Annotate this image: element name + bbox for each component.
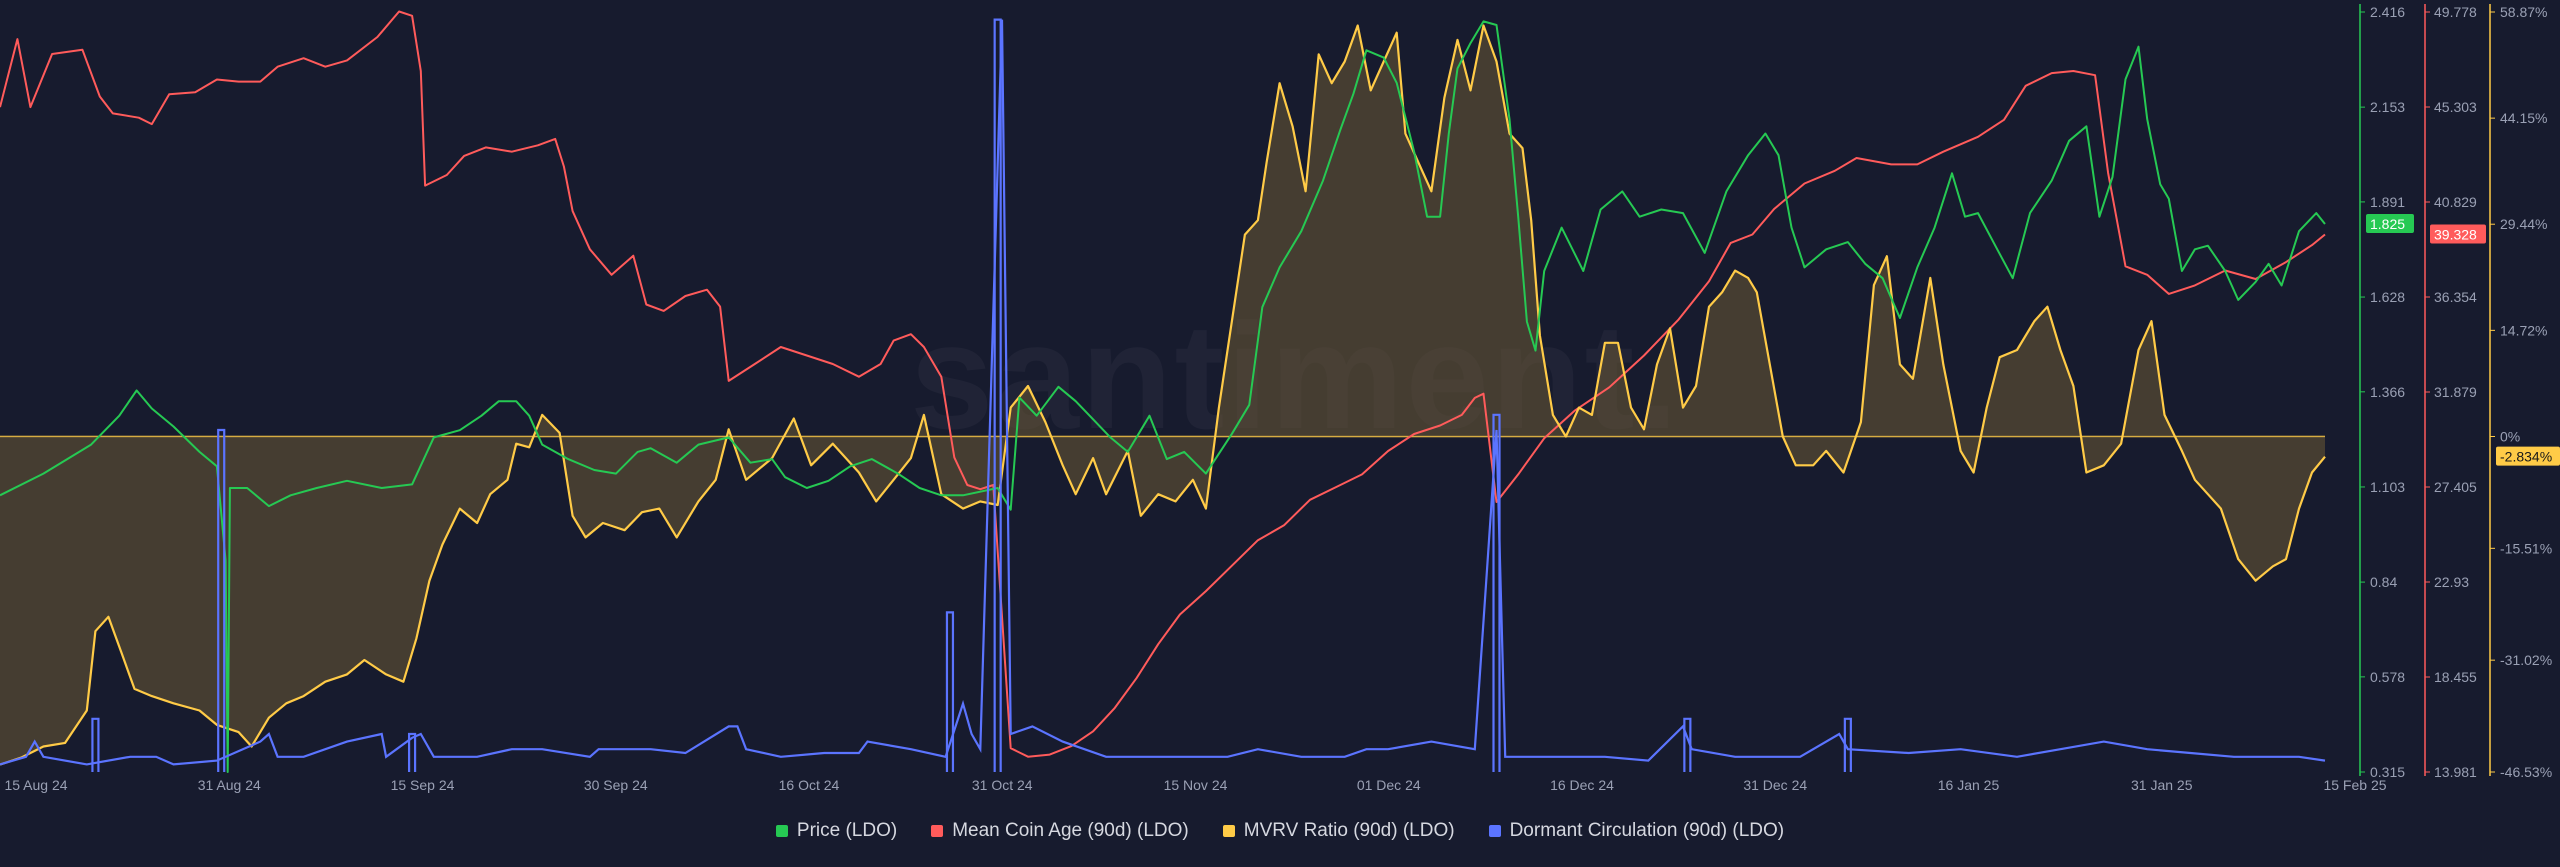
axis-label-mvrv-5: -15.51%: [2500, 540, 2552, 556]
axis-label-mvrv-7: -46.53%: [2500, 764, 2552, 780]
x-tick-label-9: 31 Dec 24: [1743, 777, 1807, 793]
axis-label-coin-age-4: 31.879: [2434, 384, 2477, 400]
legend-swatch-price: [775, 825, 788, 837]
mvrv-area: [0, 25, 2325, 765]
dormant-spike-6: [1683, 717, 1692, 772]
dormant-spike-7: [1843, 717, 1852, 772]
axis-label-price-3: 1.628: [2370, 289, 2405, 305]
legend-item-coin-age[interactable]: Mean Coin Age (90d) (LDO): [931, 820, 1189, 842]
dormant-spike-4: [993, 18, 1002, 772]
legend-label-mvrv: MVRV Ratio (90d) (LDO): [1243, 820, 1455, 841]
axis-label-coin-age-0: 49.778: [2434, 4, 2477, 20]
x-tick-label-6: 15 Nov 24: [1164, 777, 1228, 793]
x-tick-label-2: 15 Sep 24: [391, 777, 455, 793]
axis-label-price-6: 0.84: [2370, 574, 2397, 590]
x-tick-label-4: 16 Oct 24: [779, 777, 840, 793]
legend-swatch-dormant: [1488, 825, 1501, 837]
current-value-price: 1.825: [2370, 216, 2405, 232]
legend-item-dormant[interactable]: Dormant Circulation (90d) (LDO): [1488, 820, 1785, 842]
axis-label-mvrv-1: 44.15%: [2500, 110, 2547, 126]
axis-label-coin-age-2: 40.829: [2434, 194, 2477, 210]
axis-label-coin-age-3: 36.354: [2434, 289, 2477, 305]
dormant-spike-2: [407, 732, 417, 772]
axis-label-coin-age-6: 22.93: [2434, 574, 2469, 590]
x-tick-label-0: 15 Aug 24: [4, 777, 67, 793]
axis-label-mvrv-4: 0%: [2500, 428, 2520, 444]
current-badge-coin-age: [2430, 224, 2486, 244]
axis-label-mvrv-2: 29.44%: [2500, 216, 2547, 232]
x-tick-label-8: 16 Dec 24: [1550, 777, 1614, 793]
series-line-mvrv: [0, 24, 2326, 766]
axis-label-coin-age-1: 45.303: [2434, 99, 2477, 115]
dormant-spike-1: [217, 428, 226, 772]
x-tick-label-3: 30 Sep 24: [584, 777, 648, 793]
legend-item-mvrv[interactable]: MVRV Ratio (90d) (LDO): [1222, 820, 1455, 842]
axis-label-price-7: 0.578: [2370, 669, 2405, 685]
dormant-spike-0: [91, 717, 100, 772]
x-tick-label-5: 31 Oct 24: [972, 777, 1033, 793]
axis-label-mvrv-0: 58.87%: [2500, 4, 2547, 20]
series-line-dormant: [0, 19, 2326, 766]
legend-swatch-mvrv: [1222, 825, 1235, 837]
current-value-coin-age: 39.328: [2434, 226, 2477, 242]
current-value-mvrv: -2.834%: [2500, 449, 2552, 465]
x-ticks-group: 15 Aug 24 31 Aug 24 15 Sep 24 30 Sep 24 16 O…: [4, 777, 2386, 793]
legend-label-dormant: Dormant Circulation (90d) (LDO): [1509, 820, 1785, 841]
series-line-price: [0, 20, 2326, 773]
axis-label-price-5: 1.103: [2370, 479, 2405, 495]
series-line-coin-age: [0, 10, 2326, 758]
dormant-spike-3: [945, 611, 955, 772]
x-tick-label-1: 31 Aug 24: [198, 777, 261, 793]
legend-label-price: Price (LDO): [796, 820, 898, 841]
legend: Price (LDO) Mean Coin Age (90d) (LDO) MV…: [0, 820, 2560, 842]
axis-label-mvrv-6: -31.02%: [2500, 652, 2552, 668]
axis-label-price-0: 2.416: [2370, 4, 2405, 20]
legend-item-price[interactable]: Price (LDO): [775, 820, 898, 842]
legend-label-coin-age: Mean Coin Age (90d) (LDO): [952, 820, 1189, 841]
axis-label-price-1: 2.153: [2370, 99, 2405, 115]
dormant-spike-5: [1492, 413, 1501, 772]
series-group: [0, 10, 2326, 773]
axis-label-coin-age-5: 27.405: [2434, 479, 2477, 495]
axis-label-mvrv-3: 14.72%: [2500, 322, 2547, 338]
axes-group: 2.416 2.153 1.891 1.628 1.366 1.103 0.84 0.578 0…: [2359, 4, 2560, 780]
axis-label-price-4: 1.366: [2370, 384, 2405, 400]
x-tick-label-12: 15 Feb 25: [2323, 777, 2386, 793]
axis-label-price-2: 1.891: [2370, 194, 2405, 210]
dormant-group: [0, 18, 2326, 772]
x-tick-label-10: 16 Jan 25: [1938, 777, 2000, 793]
current-badge-price: [2366, 213, 2414, 233]
legend-swatch-coin-age: [931, 825, 944, 837]
current-badge-mvrv: [2496, 446, 2560, 466]
axis-label-price-8: 0.315: [2370, 764, 2405, 780]
axis-label-coin-age-8: 13.981: [2434, 764, 2477, 780]
x-tick-label-7: 01 Dec 24: [1357, 777, 1421, 793]
x-tick-label-11: 31 Jan 25: [2131, 777, 2193, 793]
mvrv-area-group: [0, 25, 2325, 765]
axis-label-coin-age-7: 18.455: [2434, 669, 2477, 685]
